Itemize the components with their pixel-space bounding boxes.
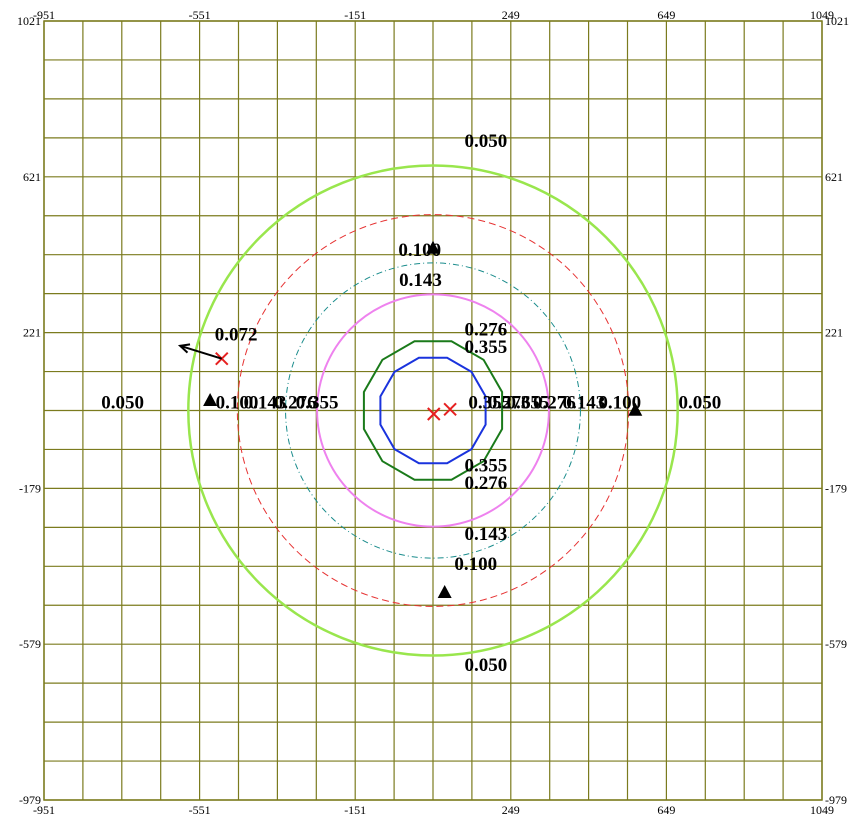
y-tick-label-left: 1021 xyxy=(17,14,41,28)
x-tick-label-bottom: -551 xyxy=(189,803,211,817)
receptor-triangle xyxy=(203,392,218,406)
contour-label: 0.276 xyxy=(465,473,508,494)
contour-label: 0.100 xyxy=(454,554,497,575)
wind-arrow xyxy=(177,343,223,360)
contour-label: 0.143 xyxy=(563,393,606,414)
contour-label: 0.050 xyxy=(101,393,144,414)
contour-label: 0.355 xyxy=(468,393,511,414)
contour-label: 0.276 xyxy=(465,320,508,341)
contour-label: 0.100 xyxy=(216,393,259,414)
contour-0.050 xyxy=(187,164,679,657)
x-tick-label-bottom: 249 xyxy=(502,803,520,817)
x-tick-label-top: -151 xyxy=(344,8,366,22)
x-tick-label-top: 649 xyxy=(657,8,675,22)
x-tick-label-top: -951 xyxy=(33,8,55,22)
contour-label: 0.355 xyxy=(507,393,550,414)
contour-label: 0.276 xyxy=(533,393,576,414)
wind-arrow-head xyxy=(177,343,191,354)
contour-label: 0.100 xyxy=(398,240,441,261)
y-tick-label-left: 221 xyxy=(23,326,41,340)
y-tick-label-right: 221 xyxy=(825,326,843,340)
source-stroke xyxy=(443,402,457,417)
x-tick-label-bottom: 1049 xyxy=(810,803,834,817)
y-tick-label-left: -179 xyxy=(19,481,41,495)
contour-label: 0.355 xyxy=(296,393,339,414)
contour-0.100 xyxy=(285,262,581,559)
y-tick-label-right: -979 xyxy=(825,793,847,807)
x-tick-label-bottom: -151 xyxy=(344,803,366,817)
contour-label: 0.276 xyxy=(274,393,317,414)
contour-0.355 xyxy=(379,356,487,465)
y-tick-label-right: -179 xyxy=(825,481,847,495)
receptor-markers xyxy=(203,240,643,599)
source-marker xyxy=(427,407,441,421)
contour-0.276 xyxy=(362,340,504,481)
receptor-triangle xyxy=(437,585,452,599)
y-tick-label-left: 621 xyxy=(23,170,41,184)
plot-frame xyxy=(43,20,823,801)
contour-label: 0.276 xyxy=(488,393,531,414)
y-tick-label-left: -579 xyxy=(19,637,41,651)
x-tick-label-bottom: 649 xyxy=(657,803,675,817)
contour-label: 0.143 xyxy=(399,270,442,291)
contour-lines xyxy=(187,164,679,657)
y-tick-label-right: 1021 xyxy=(825,14,849,28)
contour-label: 0.050 xyxy=(465,655,508,676)
contour-label: 0.355 xyxy=(465,455,508,476)
x-tick-label-bottom: -951 xyxy=(33,803,55,817)
contour-label: 0.050 xyxy=(678,393,721,414)
contour-label: 0.100 xyxy=(598,393,641,414)
contour-0.143 xyxy=(316,293,550,528)
source-stroke xyxy=(427,407,441,421)
contour-0.072 xyxy=(236,214,630,607)
x-tick-label-top: 1049 xyxy=(810,8,834,22)
contour-label: 0.143 xyxy=(244,393,287,414)
x-tick-label-top: -551 xyxy=(189,8,211,22)
axis-tick-labels: -951 -951 -551 -551 -151 -151 249 249 649 649 1049… xyxy=(17,8,849,817)
y-tick-label-left: -979 xyxy=(19,793,41,807)
y-tick-label-right: 621 xyxy=(825,170,843,184)
source-marker xyxy=(443,402,457,417)
contour-label: 0.143 xyxy=(465,524,508,545)
contour-label: 0.072 xyxy=(215,324,258,345)
y-tick-label-right: -579 xyxy=(825,637,847,651)
contour-labels: 0.050 0.050 0.050 0.050 0.072 0.100 0.100 0.100… xyxy=(101,131,721,676)
wind-arrow-shaft xyxy=(179,344,223,360)
contour-label: 0.050 xyxy=(465,131,508,152)
receptor-triangle xyxy=(426,240,440,254)
contour-label: 0.355 xyxy=(465,337,508,358)
receptor-triangle xyxy=(628,402,643,416)
x-tick-label-top: 249 xyxy=(502,8,520,22)
